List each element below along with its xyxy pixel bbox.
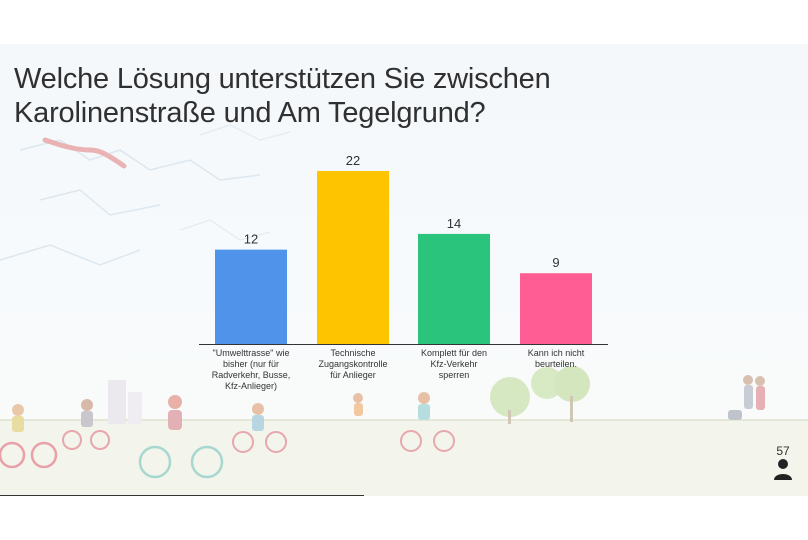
- x-tick-label-line: sperren: [438, 370, 470, 380]
- x-tick-label-line: beurteilen.: [534, 359, 578, 369]
- respondent-counter: 57: [766, 444, 800, 485]
- footer-divider: [0, 495, 364, 496]
- title-line-1: Welche Lösung unterstützen Sie zwischen: [14, 63, 551, 95]
- x-tick-label-line: Kann ich nicht: [527, 348, 585, 358]
- x-tick-label-line: Kfz-Anlieger): [224, 381, 278, 391]
- x-tick-label-1: Technische Zugangskontrolle für Anlieger: [307, 348, 399, 381]
- x-tick-label-2: Komplett für den Kfz-Verkehr sperren: [408, 348, 500, 381]
- bar-value-label-0: 12: [244, 232, 258, 247]
- x-tick-label-line: Komplett für den: [420, 348, 488, 358]
- slide-background: [0, 44, 808, 496]
- person-icon: [774, 459, 792, 480]
- background-illustration: [0, 124, 808, 496]
- respondent-count: 57: [776, 444, 790, 458]
- bar-0: [215, 249, 287, 344]
- x-tick-label-line: Technische: [330, 348, 376, 358]
- x-tick-label-line: bisher (nur für: [222, 359, 280, 369]
- bar-value-label-1: 22: [346, 153, 360, 168]
- x-tick-label-line: für Anlieger: [330, 370, 376, 380]
- bar-value-label-3: 9: [552, 255, 559, 270]
- x-tick-label-line: Zugangskontrolle: [318, 359, 388, 369]
- x-tick-label-3: Kann ich nicht beurteilen.: [510, 348, 602, 370]
- page-title: Welche Lösung unterstützen Sie zwischen …: [14, 62, 714, 130]
- bar-value-label-2: 14: [447, 216, 461, 231]
- bar-3: [520, 273, 592, 344]
- x-tick-label-line: Kfz-Verkehr: [430, 359, 478, 369]
- x-tick-label-line: Radverkehr, Busse,: [211, 370, 291, 380]
- bar-2: [418, 233, 490, 344]
- x-tick-label-0: "Umwelttrasse" wie bisher (nur für Radverk…: [205, 348, 297, 392]
- bar-1: [317, 171, 389, 344]
- title-line-2: Karolinenstraße und Am Tegelgrund?: [14, 97, 486, 129]
- x-tick-label-line: "Umwelttrasse" wie: [212, 348, 290, 358]
